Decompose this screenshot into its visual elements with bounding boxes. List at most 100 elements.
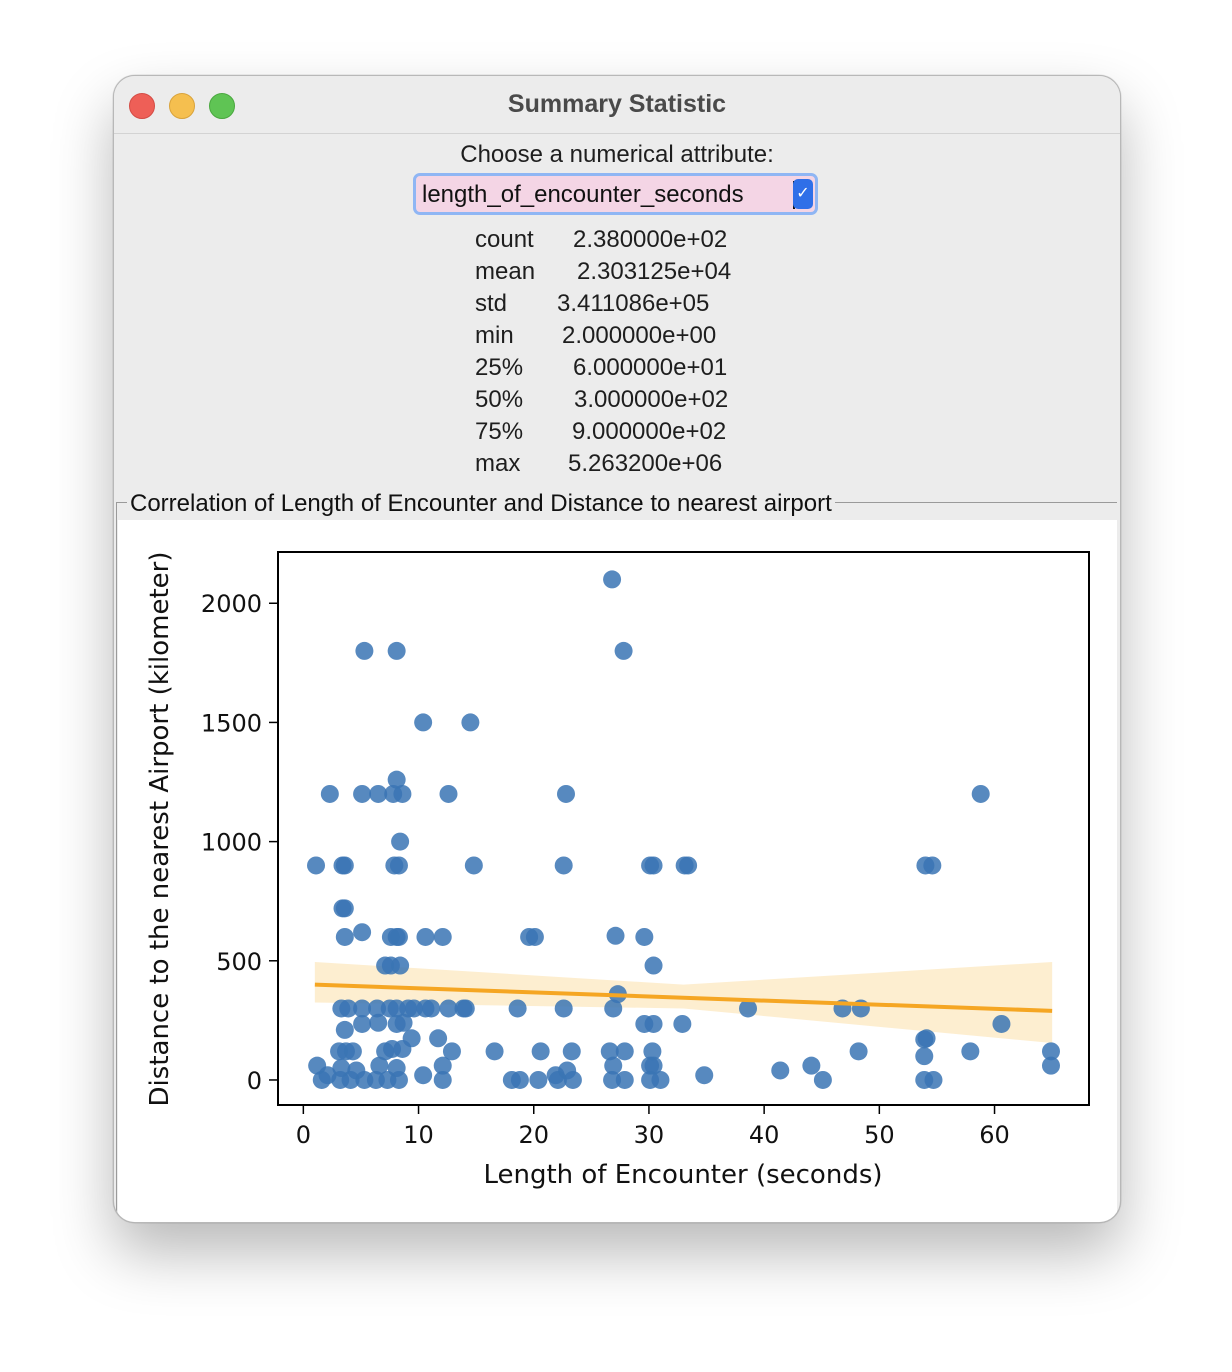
y-tick-label: 500 xyxy=(216,948,262,976)
ticks-layer: 0 10 20 30 40 50 60 0 500 1000 1500 2000 xyxy=(201,590,1010,1149)
plot-area: 0 10 20 30 40 50 60 0 500 1000 1500 2000 Length of … xyxy=(118,520,1117,1222)
data-point xyxy=(525,927,544,946)
attribute-select-value: length_of_encounter_seconds xyxy=(422,181,744,208)
data-point xyxy=(416,927,435,946)
data-point xyxy=(644,956,663,975)
stat-key: count xyxy=(475,226,534,253)
data-point xyxy=(614,641,633,660)
data-point xyxy=(335,856,354,875)
attribute-prompt: Choose a numerical attribute: xyxy=(460,141,774,168)
data-point xyxy=(771,1061,790,1080)
data-point xyxy=(554,856,573,875)
data-point xyxy=(369,784,388,803)
data-point xyxy=(802,1056,821,1075)
data-point xyxy=(370,1056,389,1075)
correlation-frame: Correlation of Length of Encounter and D… xyxy=(116,490,1117,1222)
y-axis-label: Distance to the nearest Airport (kilomet… xyxy=(145,552,175,1107)
stat-value: 2.303125e+04 xyxy=(577,258,732,285)
data-point xyxy=(915,1047,934,1066)
summary-window: Summary Statistic Choose a numerical att… xyxy=(113,75,1121,1223)
data-point xyxy=(554,999,573,1018)
data-point xyxy=(673,1014,692,1033)
data-point xyxy=(604,1056,623,1075)
data-point xyxy=(389,856,408,875)
confidence-band xyxy=(314,961,1053,1044)
data-point xyxy=(606,926,625,945)
data-point xyxy=(531,1042,550,1061)
data-point xyxy=(604,999,623,1018)
trend-line-layer xyxy=(314,982,1053,1013)
x-tick-label: 50 xyxy=(864,1121,895,1149)
data-point xyxy=(813,1070,832,1089)
stat-value: 9.000000e+02 xyxy=(572,418,727,445)
y-tick-label: 1500 xyxy=(201,709,262,737)
data-point xyxy=(651,1070,670,1089)
data-point xyxy=(529,1070,548,1089)
stat-value: 3.000000e+02 xyxy=(574,386,729,413)
stat-key: max xyxy=(475,450,521,477)
data-point xyxy=(442,1042,461,1061)
chevron-down-icon[interactable]: ✓ xyxy=(793,179,813,209)
data-point xyxy=(461,713,480,732)
data-point xyxy=(603,1070,622,1089)
data-point xyxy=(556,784,575,803)
data-point xyxy=(414,1066,433,1085)
zoom-button[interactable] xyxy=(209,93,235,119)
scatter-chart: 0 10 20 30 40 50 60 0 500 1000 1500 2000 Length of … xyxy=(145,551,1090,1190)
stat-value: 3.411086e+05 xyxy=(557,290,710,317)
stat-value: 2.000000e+00 xyxy=(562,322,717,349)
stat-key: 25% xyxy=(475,354,524,381)
data-point xyxy=(433,1070,452,1089)
data-point xyxy=(433,927,452,946)
data-point xyxy=(369,1013,388,1032)
y-tick-label: 0 xyxy=(247,1067,262,1095)
data-point xyxy=(387,770,406,789)
data-point xyxy=(695,1066,714,1085)
data-point xyxy=(391,832,410,851)
data-point xyxy=(508,999,527,1018)
data-point xyxy=(353,784,372,803)
data-point xyxy=(414,713,433,732)
data-point xyxy=(600,1042,619,1061)
stat-key: std xyxy=(475,290,508,317)
y-tick-label: 1000 xyxy=(201,829,262,857)
x-axis-label: Length of Encounter (seconds) xyxy=(483,1160,882,1190)
stat-key: 75% xyxy=(475,418,524,445)
data-point xyxy=(312,1070,331,1089)
data-point xyxy=(923,856,942,875)
data-point xyxy=(615,1070,634,1089)
data-point xyxy=(389,1070,408,1089)
data-point xyxy=(335,927,354,946)
data-point xyxy=(739,999,758,1018)
data-point xyxy=(563,1070,582,1089)
x-tick-label: 30 xyxy=(634,1121,665,1149)
close-button[interactable] xyxy=(129,93,155,119)
data-point xyxy=(615,1042,634,1061)
data-point xyxy=(485,1042,504,1061)
stat-value: 5.263200e+06 xyxy=(568,450,723,477)
attribute-select[interactable]: length_of_encounter_seconds ✓ xyxy=(413,173,818,215)
data-point xyxy=(368,999,387,1018)
minimize-button[interactable] xyxy=(169,93,195,119)
x-tick-label: 20 xyxy=(518,1121,549,1149)
points-layer xyxy=(307,570,1060,1089)
data-point xyxy=(402,1029,421,1048)
axes-frame xyxy=(277,551,1090,1106)
data-point xyxy=(335,1020,354,1039)
data-point xyxy=(1041,1056,1060,1075)
data-point xyxy=(307,856,326,875)
confidence-band-layer xyxy=(314,961,1053,1044)
data-point xyxy=(439,999,458,1018)
y-tick-label: 2000 xyxy=(201,590,262,618)
data-point xyxy=(635,927,654,946)
stat-value: 6.000000e+01 xyxy=(573,354,728,381)
data-point xyxy=(335,899,354,918)
data-point xyxy=(429,1029,448,1048)
data-point xyxy=(1041,1042,1060,1061)
data-point xyxy=(562,1042,581,1061)
data-point xyxy=(644,856,663,875)
data-point xyxy=(353,923,372,942)
title-bar: Summary Statistic xyxy=(114,76,1120,134)
data-point xyxy=(971,784,990,803)
x-tick-label: 0 xyxy=(296,1121,311,1149)
